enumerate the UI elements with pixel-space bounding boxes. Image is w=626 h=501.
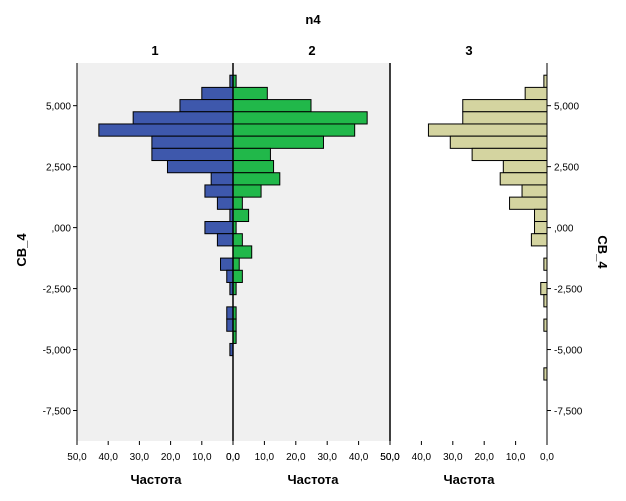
bar-panel2-bin5 bbox=[232, 135, 324, 149]
bar-panel1-bin10 bbox=[216, 196, 234, 210]
bar-panel3-bin12 bbox=[534, 221, 548, 235]
bar-panel1-bin19 bbox=[226, 306, 234, 320]
x-tick-label-p3-1: 40,0 bbox=[412, 452, 432, 463]
x-tick-label-p2-4: 40,0 bbox=[349, 452, 369, 463]
x-axis-title-3: Частота bbox=[443, 472, 495, 487]
bar-panel2-bin14 bbox=[232, 245, 253, 259]
x-tick-label-p1-3: 20,0 bbox=[161, 452, 181, 463]
x-axis-title-2: Частота bbox=[287, 472, 339, 487]
bar-panel2-bin10 bbox=[232, 196, 243, 210]
x-axis-title-1: Частота bbox=[130, 472, 182, 487]
y-tick-label-left-5: -7,500 bbox=[43, 407, 72, 418]
bar-panel1-bin12 bbox=[204, 221, 234, 235]
bar-panel2-bin4 bbox=[232, 123, 356, 137]
bar-panel3-bin8 bbox=[499, 172, 548, 186]
bar-panel3-bin17 bbox=[540, 281, 548, 296]
bar-panel3-bin11 bbox=[534, 208, 548, 223]
bar-panel2-bin9 bbox=[232, 184, 262, 198]
bar-panel2-bin3 bbox=[232, 111, 368, 125]
x-tick-label-p3-3: 20,0 bbox=[474, 452, 494, 463]
x-tick-label-p1-2: 30,0 bbox=[130, 452, 150, 463]
bar-panel1-bin16 bbox=[226, 269, 234, 283]
x-tick-label-p1-1: 40,0 bbox=[98, 452, 118, 463]
bar-panel1-bin1 bbox=[201, 86, 234, 101]
y-tick-label-right-3: -2,500 bbox=[554, 285, 583, 296]
x-tick-label-p3-4: 10,0 bbox=[506, 452, 526, 463]
panel-label-1: 1 bbox=[151, 43, 158, 58]
bar-panel2-bin1 bbox=[232, 86, 268, 101]
bar-panel1-bin7 bbox=[166, 160, 234, 174]
x-tick-label-p1-5: 0,0 bbox=[226, 452, 240, 463]
axes-group: 5,000 5,000 2,500 2,500 ,000 ,000 -2,500 -2,500… bbox=[43, 63, 583, 463]
bar-panel1-bin13 bbox=[216, 233, 234, 247]
y-tick-label-right-4: -5,000 bbox=[554, 346, 583, 357]
bar-panel1-bin15 bbox=[220, 257, 234, 271]
bar-panel1-bin2 bbox=[179, 99, 234, 113]
y-tick-label-right-1: 2,500 bbox=[554, 163, 579, 174]
y-tick-label-right-5: -7,500 bbox=[554, 407, 583, 418]
x-tick-label-p3-5: 0,0 bbox=[540, 452, 554, 463]
bar-panel1-bin4 bbox=[98, 123, 234, 137]
y-tick-label-left-2: ,000 bbox=[52, 224, 72, 235]
bar-panel2-bin16 bbox=[232, 269, 243, 283]
bar-panel3-bin13 bbox=[530, 233, 548, 247]
x-tick-label-p3-0: 50,0 bbox=[380, 452, 400, 463]
x-tick-label-p2-3: 30,0 bbox=[317, 452, 337, 463]
y-tick-label-left-1: 2,500 bbox=[46, 163, 71, 174]
y-tick-label-left-3: -2,500 bbox=[43, 285, 72, 296]
y-axis-title-left: CB_4 bbox=[14, 233, 29, 267]
x-tick-label-p2-0: 0,0 bbox=[226, 452, 240, 463]
bar-panel2-bin8 bbox=[232, 172, 281, 186]
chart-title: n4 bbox=[305, 12, 321, 27]
panel-label-3: 3 bbox=[465, 43, 472, 58]
bar-panel2-bin6 bbox=[232, 147, 271, 162]
y-tick-label-right-0: 5,000 bbox=[554, 102, 579, 113]
x-tick-label-p1-4: 10,0 bbox=[192, 452, 212, 463]
bar-panel2-bin13 bbox=[232, 233, 243, 247]
y-tick-label-right-2: ,000 bbox=[554, 224, 574, 235]
bar-panel3-bin7 bbox=[502, 160, 548, 174]
x-tick-label-p1-0: 50,0 bbox=[67, 452, 87, 463]
bar-panel3-bin4 bbox=[427, 123, 548, 137]
y-tick-label-left-4: -5,000 bbox=[43, 346, 72, 357]
x-tick-label-p3-2: 30,0 bbox=[443, 452, 463, 463]
x-tick-label-p2-2: 20,0 bbox=[286, 452, 306, 463]
y-tick-label-left-0: 5,000 bbox=[46, 102, 71, 113]
bar-panel1-bin6 bbox=[151, 147, 234, 162]
panel-label-2: 2 bbox=[308, 43, 315, 58]
bar-panel1-bin9 bbox=[204, 184, 234, 198]
x-tick-label-p2-1: 10,0 bbox=[255, 452, 275, 463]
bar-panel1-bin5 bbox=[151, 135, 234, 149]
bar-panel2-bin2 bbox=[232, 99, 312, 113]
bar-panel3-bin6 bbox=[471, 147, 548, 162]
bar-panel3-bin2 bbox=[462, 99, 548, 113]
bar-panel2-bin11 bbox=[232, 208, 250, 223]
bar-panel1-bin20 bbox=[226, 318, 234, 332]
bar-panel1-bin8 bbox=[210, 172, 234, 186]
bar-panel2-bin15 bbox=[232, 257, 240, 271]
bar-panel3-bin1 bbox=[524, 86, 548, 101]
bar-panel2-bin7 bbox=[232, 160, 275, 174]
x-tick-label-p2-5: 50,0 bbox=[380, 452, 400, 463]
bar-panel3-bin9 bbox=[521, 184, 548, 198]
y-axis-title-right: CB_4 bbox=[595, 235, 610, 269]
bar-panel1-bin3 bbox=[132, 111, 234, 125]
bar-panel3-bin5 bbox=[449, 135, 548, 149]
bar-panel3-bin10 bbox=[509, 196, 548, 210]
bar-panel3-bin3 bbox=[462, 111, 548, 125]
